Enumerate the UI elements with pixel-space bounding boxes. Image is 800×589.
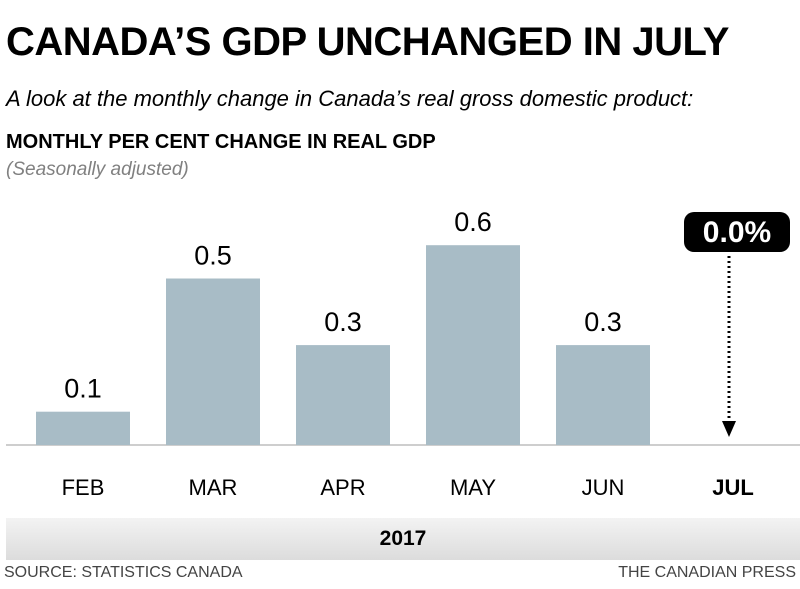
category-label-may: MAY bbox=[450, 475, 496, 500]
bar-jun bbox=[556, 345, 650, 445]
category-label-mar: MAR bbox=[189, 475, 238, 500]
callout-jul bbox=[684, 212, 790, 252]
data-label-feb: 0.1 bbox=[64, 374, 102, 404]
year-label: 2017 bbox=[379, 527, 427, 550]
bar-feb bbox=[36, 411, 130, 445]
data-label-mar: 0.5 bbox=[194, 241, 232, 271]
chart-title: CANADA’S GDP UNCHANGED IN JULY bbox=[6, 20, 729, 64]
bar-mar bbox=[166, 278, 260, 445]
category-label-apr: APR bbox=[320, 475, 365, 500]
data-label-jul: 0.0% bbox=[703, 216, 771, 249]
category-label-jun: JUN bbox=[582, 475, 625, 500]
year-band: 2017 bbox=[6, 518, 800, 560]
category-label-jul: JUL bbox=[712, 475, 754, 500]
callout-arrow-head bbox=[722, 421, 736, 437]
chart-subtitle: A look at the monthly change in Canada’s… bbox=[6, 86, 694, 111]
bar-apr bbox=[296, 345, 390, 445]
publisher-credit: THE CANADIAN PRESS bbox=[618, 564, 796, 581]
data-label-apr: 0.3 bbox=[324, 307, 362, 337]
category-label-feb: FEB bbox=[62, 475, 105, 500]
data-label-may: 0.6 bbox=[454, 207, 492, 237]
bar-may bbox=[426, 245, 520, 445]
chart-note: (Seasonally adjusted) bbox=[6, 159, 189, 180]
source-credit: SOURCE: STATISTICS CANADA bbox=[4, 564, 243, 581]
bar-chart: 0.1 FEB 0.5 MAR 0.3 APR 0.6 MAY 0.3 JUN 0.0% JUL bbox=[6, 207, 800, 500]
data-label-jun: 0.3 bbox=[584, 307, 622, 337]
chart-heading: MONTHLY PER CENT CHANGE IN REAL GDP bbox=[6, 131, 436, 153]
